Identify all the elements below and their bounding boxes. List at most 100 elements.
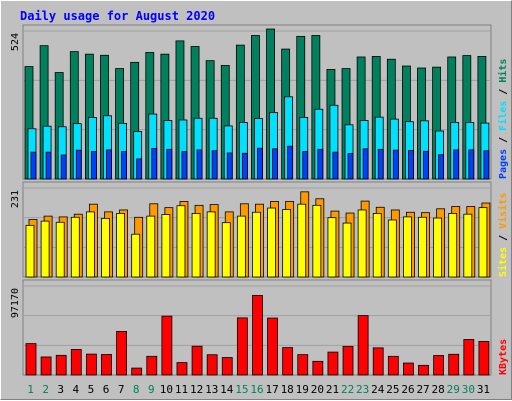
x-tick-label-7: 7 xyxy=(118,383,125,396)
bar-sites-12 xyxy=(191,213,201,278)
bar-pages-1 xyxy=(30,151,37,180)
bar-pages-28 xyxy=(438,154,445,180)
x-tick-label-14: 14 xyxy=(220,383,234,396)
x-tick-label-19: 19 xyxy=(296,383,309,396)
bar-kbytes-16 xyxy=(252,295,263,376)
bar-sites-11 xyxy=(176,205,186,278)
x-tick-label-12: 12 xyxy=(190,383,203,396)
bar-sites-10 xyxy=(161,214,171,278)
bar-kbytes-9 xyxy=(146,355,158,376)
bar-pages-13 xyxy=(211,150,218,180)
bar-sites-18 xyxy=(282,209,292,278)
x-tick-label-10: 10 xyxy=(160,383,173,396)
bar-kbytes-13 xyxy=(206,354,218,376)
bar-pages-15 xyxy=(241,152,248,180)
bar-kbytes-18 xyxy=(282,347,294,376)
x-tick-label-11: 11 xyxy=(175,383,188,396)
bar-pages-30 xyxy=(468,149,475,180)
bar-sites-9 xyxy=(146,215,156,278)
bar-sites-27 xyxy=(418,216,427,278)
x-tick-label-13: 13 xyxy=(205,383,218,396)
bar-pages-23 xyxy=(362,148,369,180)
bar-sites-5 xyxy=(85,211,95,278)
bar-pages-25 xyxy=(392,149,399,180)
legend-item-hits: Hits xyxy=(497,59,509,83)
bar-sites-14 xyxy=(221,222,231,278)
legend-item-files: Files xyxy=(497,101,509,131)
y-max-label: 524 xyxy=(10,33,21,51)
bar-kbytes-24 xyxy=(372,347,384,376)
bar-sites-23 xyxy=(357,209,367,278)
bar-sites-19 xyxy=(297,203,307,278)
x-tick-label-4: 4 xyxy=(73,383,80,396)
bar-kbytes-29 xyxy=(448,353,460,376)
bar-pages-26 xyxy=(408,150,414,180)
bar-kbytes-22 xyxy=(342,345,354,376)
x-tick-label-6: 6 xyxy=(103,383,110,396)
bar-pages-24 xyxy=(377,148,384,180)
panels: 524 Pages / Files / Hits 231 Sites / Visits… xyxy=(10,24,509,376)
legend-item-pages: Pages xyxy=(498,149,509,179)
x-tick-label-28: 28 xyxy=(432,383,445,396)
bar-pages-21 xyxy=(332,151,339,180)
bar-pages-10 xyxy=(166,148,173,180)
legend-separator: / xyxy=(498,83,509,101)
bar-kbytes-28 xyxy=(433,355,445,376)
bar-pages-11 xyxy=(181,151,188,180)
bar-pages-3 xyxy=(60,154,67,180)
bar-kbytes-30 xyxy=(463,339,475,376)
x-tick-label-23: 23 xyxy=(356,383,369,396)
bar-kbytes-14 xyxy=(221,357,233,376)
x-tick-label-9: 9 xyxy=(148,383,155,396)
legend-item-visits: Visits xyxy=(497,193,509,229)
bar-sites-3 xyxy=(55,221,65,278)
x-tick-label-8: 8 xyxy=(133,383,140,396)
bar-sites-16 xyxy=(252,211,261,278)
y-max-label: 231 xyxy=(10,190,21,208)
bar-sites-25 xyxy=(387,219,397,278)
bar-sites-6 xyxy=(101,218,110,278)
x-tick-label-27: 27 xyxy=(416,383,429,396)
bar-kbytes-4 xyxy=(70,349,82,376)
x-tick-label-5: 5 xyxy=(88,383,95,396)
bar-sites-30 xyxy=(463,213,473,278)
panel-hits_files_pages: 524 Pages / Files / Hits xyxy=(10,24,509,180)
bar-sites-4 xyxy=(70,216,80,278)
bar-sites-8 xyxy=(131,233,141,278)
bar-kbytes-3 xyxy=(55,354,67,376)
x-tick-label-15: 15 xyxy=(235,383,248,396)
bar-pages-9 xyxy=(151,148,158,180)
bar-pages-22 xyxy=(347,153,354,180)
bar-pages-29 xyxy=(453,149,460,180)
bar-sites-28 xyxy=(433,217,443,278)
legend-hits_files_pages: Pages / Files / Hits xyxy=(497,59,509,179)
bar-pages-12 xyxy=(196,149,203,180)
bar-kbytes-2 xyxy=(40,356,52,376)
bar-sites-21 xyxy=(327,217,337,278)
bar-kbytes-26 xyxy=(403,362,414,376)
legend-kbytes: KBytes xyxy=(498,339,509,375)
bar-sites-2 xyxy=(40,220,50,278)
x-tick-label-20: 20 xyxy=(311,383,324,396)
x-tick-label-31: 31 xyxy=(477,383,490,396)
bar-pages-17 xyxy=(272,148,278,180)
bar-kbytes-6 xyxy=(101,354,112,376)
legend-item-kbytes: KBytes xyxy=(498,339,509,375)
bar-sites-31 xyxy=(478,207,488,278)
bar-pages-18 xyxy=(287,145,294,180)
bar-kbytes-12 xyxy=(191,345,203,376)
legend-separator: / xyxy=(498,229,509,247)
bar-pages-16 xyxy=(257,147,263,180)
bar-pages-6 xyxy=(106,149,112,180)
bar-pages-27 xyxy=(423,150,429,180)
bar-kbytes-20 xyxy=(312,360,324,376)
bar-kbytes-5 xyxy=(85,353,97,376)
bar-kbytes-15 xyxy=(236,317,248,376)
bar-pages-5 xyxy=(90,151,97,180)
x-tick-label-25: 25 xyxy=(386,383,399,396)
bar-sites-17 xyxy=(267,207,276,278)
bar-kbytes-11 xyxy=(176,362,188,376)
x-tick-label-3: 3 xyxy=(57,383,64,396)
